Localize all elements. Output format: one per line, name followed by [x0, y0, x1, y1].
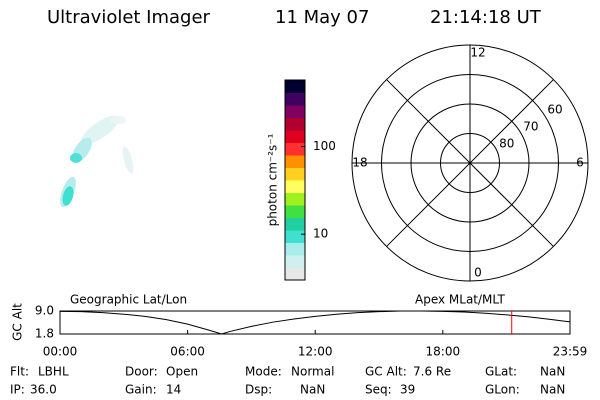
field-label: Mode: — [245, 365, 282, 379]
colorbar-frame — [284, 79, 306, 281]
field-value: NaN — [540, 383, 565, 397]
time: 21:14:18 UT — [430, 7, 542, 28]
colorbar-label: photon cm⁻²s⁻¹ — [266, 133, 280, 226]
field-value: 36.0 — [30, 383, 57, 397]
aurora-image — [60, 115, 134, 208]
x-tick-label: 06:00 — [170, 345, 205, 359]
x-tick-label: 00:00 — [43, 345, 78, 359]
colorbar-segment — [285, 180, 305, 193]
field-value: Open — [166, 365, 198, 379]
latitude-circle — [410, 103, 530, 223]
field-value: 39 — [400, 383, 415, 397]
plot-title-right: Apex MLat/MLT — [415, 293, 505, 307]
x-tick-label: 12:00 — [298, 345, 333, 359]
colorbar-segment — [285, 92, 305, 106]
field-label: IP: — [10, 383, 25, 397]
colorbar-segment — [285, 242, 305, 256]
colorbar-segment — [285, 80, 305, 93]
field-label: GLon: — [485, 383, 520, 397]
y-tick-label: 1.8 — [35, 327, 54, 341]
colorbar-segment — [285, 192, 305, 206]
colorbar-segment — [285, 142, 305, 156]
instrument-title: Ultraviolet Imager — [47, 7, 211, 28]
plot-title-left: Geographic Lat/Lon — [70, 293, 187, 307]
colorbar-segment — [285, 155, 305, 168]
field-label: GC Alt: — [365, 365, 407, 379]
colorbar-segment — [285, 205, 305, 218]
colorbar-segment — [285, 217, 305, 231]
latitude-circle — [381, 74, 559, 252]
field-label: GLat: — [485, 365, 517, 379]
field-value: LBHL — [38, 365, 69, 379]
field-value: Normal — [291, 365, 334, 379]
field-value: NaN — [540, 365, 565, 379]
latitude-circle — [440, 133, 500, 193]
polar-spoke — [386, 79, 554, 247]
latitude-label: 70 — [523, 119, 538, 133]
field-label: Dsp: — [245, 383, 272, 397]
mlt-label: 12 — [470, 46, 485, 60]
mlt-label: 0 — [474, 266, 482, 280]
colorbar-segment — [285, 230, 305, 243]
colorbar-segment — [285, 105, 305, 118]
altitude-line — [59, 310, 571, 335]
field-value: 14 — [166, 383, 181, 397]
field-value: 7.6 Re — [413, 365, 451, 379]
latitude-label: 60 — [547, 102, 562, 116]
mlt-label: 18 — [352, 156, 367, 170]
colorbar-tick-label: 10 — [313, 227, 328, 241]
field-label: Gain: — [125, 383, 157, 397]
x-tick-label: 18:00 — [426, 345, 461, 359]
field-label: Flt: — [10, 365, 29, 379]
latitude-label: 80 — [499, 136, 514, 150]
colorbar-segment — [285, 130, 305, 143]
field-label: Door: — [125, 365, 158, 379]
colorbar-segment — [285, 167, 305, 181]
y-axis-label: GC Alt — [11, 303, 25, 341]
colorbar-tick-label: 100 — [313, 139, 336, 153]
field-label: Seq: — [365, 383, 392, 397]
colorbar-segment — [285, 117, 305, 131]
x-tick-label: 23:59 — [553, 345, 588, 359]
mlt-label: 6 — [576, 156, 584, 170]
date: 11 May 07 — [275, 7, 369, 28]
colorbar-segment — [285, 267, 305, 281]
field-value: NaN — [300, 383, 325, 397]
colorbar-segment — [285, 255, 305, 268]
y-tick-label: 9.0 — [35, 304, 54, 318]
